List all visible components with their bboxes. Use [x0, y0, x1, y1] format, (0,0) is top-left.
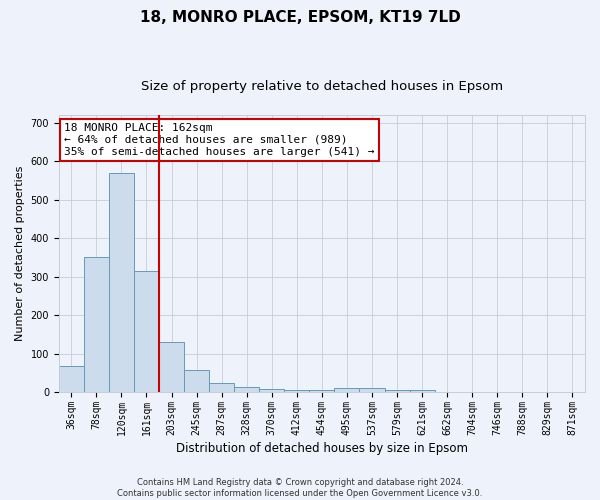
- Bar: [310, 390, 334, 392]
- Bar: [184, 370, 209, 392]
- Text: 18 MONRO PLACE: 162sqm
← 64% of detached houses are smaller (989)
35% of semi-de: 18 MONRO PLACE: 162sqm ← 64% of detached…: [64, 124, 374, 156]
- Bar: [334, 388, 359, 392]
- Bar: [385, 390, 410, 392]
- Text: 18, MONRO PLACE, EPSOM, KT19 7LD: 18, MONRO PLACE, EPSOM, KT19 7LD: [140, 10, 460, 25]
- Bar: [59, 366, 84, 392]
- Bar: [209, 382, 234, 392]
- Bar: [159, 342, 184, 392]
- Bar: [109, 172, 134, 392]
- Y-axis label: Number of detached properties: Number of detached properties: [15, 166, 25, 342]
- Bar: [259, 390, 284, 392]
- Text: Contains HM Land Registry data © Crown copyright and database right 2024.
Contai: Contains HM Land Registry data © Crown c…: [118, 478, 482, 498]
- Bar: [410, 390, 434, 392]
- X-axis label: Distribution of detached houses by size in Epsom: Distribution of detached houses by size …: [176, 442, 468, 455]
- Bar: [134, 271, 159, 392]
- Bar: [359, 388, 385, 392]
- Bar: [284, 390, 310, 392]
- Bar: [234, 387, 259, 392]
- Bar: [84, 256, 109, 392]
- Title: Size of property relative to detached houses in Epsom: Size of property relative to detached ho…: [141, 80, 503, 93]
